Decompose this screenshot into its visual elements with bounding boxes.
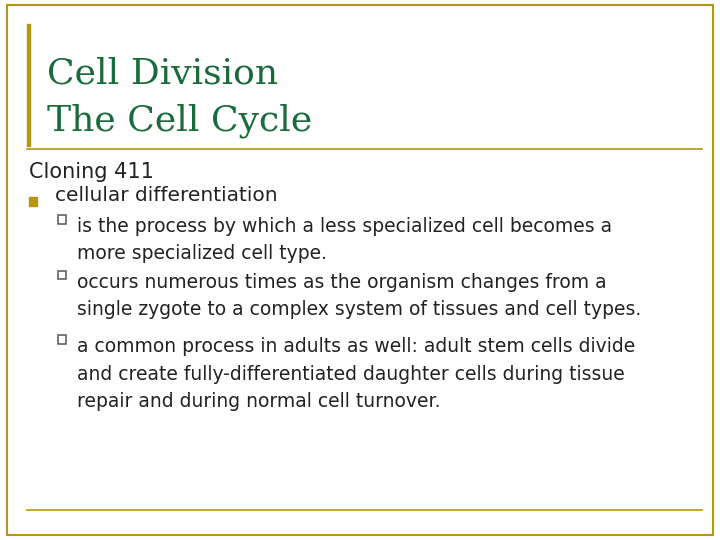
Text: Cloning 411: Cloning 411	[29, 162, 153, 182]
Text: Cell Division: Cell Division	[47, 57, 278, 91]
Text: is the process by which a less specialized cell becomes a
more specialized cell : is the process by which a less specializ…	[77, 217, 612, 264]
Text: a common process in adults as well: adult stem cells divide
and create fully-dif: a common process in adults as well: adul…	[77, 338, 635, 411]
FancyBboxPatch shape	[29, 197, 37, 206]
FancyBboxPatch shape	[27, 24, 30, 146]
Text: cellular differentiation: cellular differentiation	[55, 186, 277, 205]
Text: occurs numerous times as the organism changes from a
single zygote to a complex : occurs numerous times as the organism ch…	[77, 273, 642, 319]
Text: The Cell Cycle: The Cell Cycle	[47, 104, 312, 138]
